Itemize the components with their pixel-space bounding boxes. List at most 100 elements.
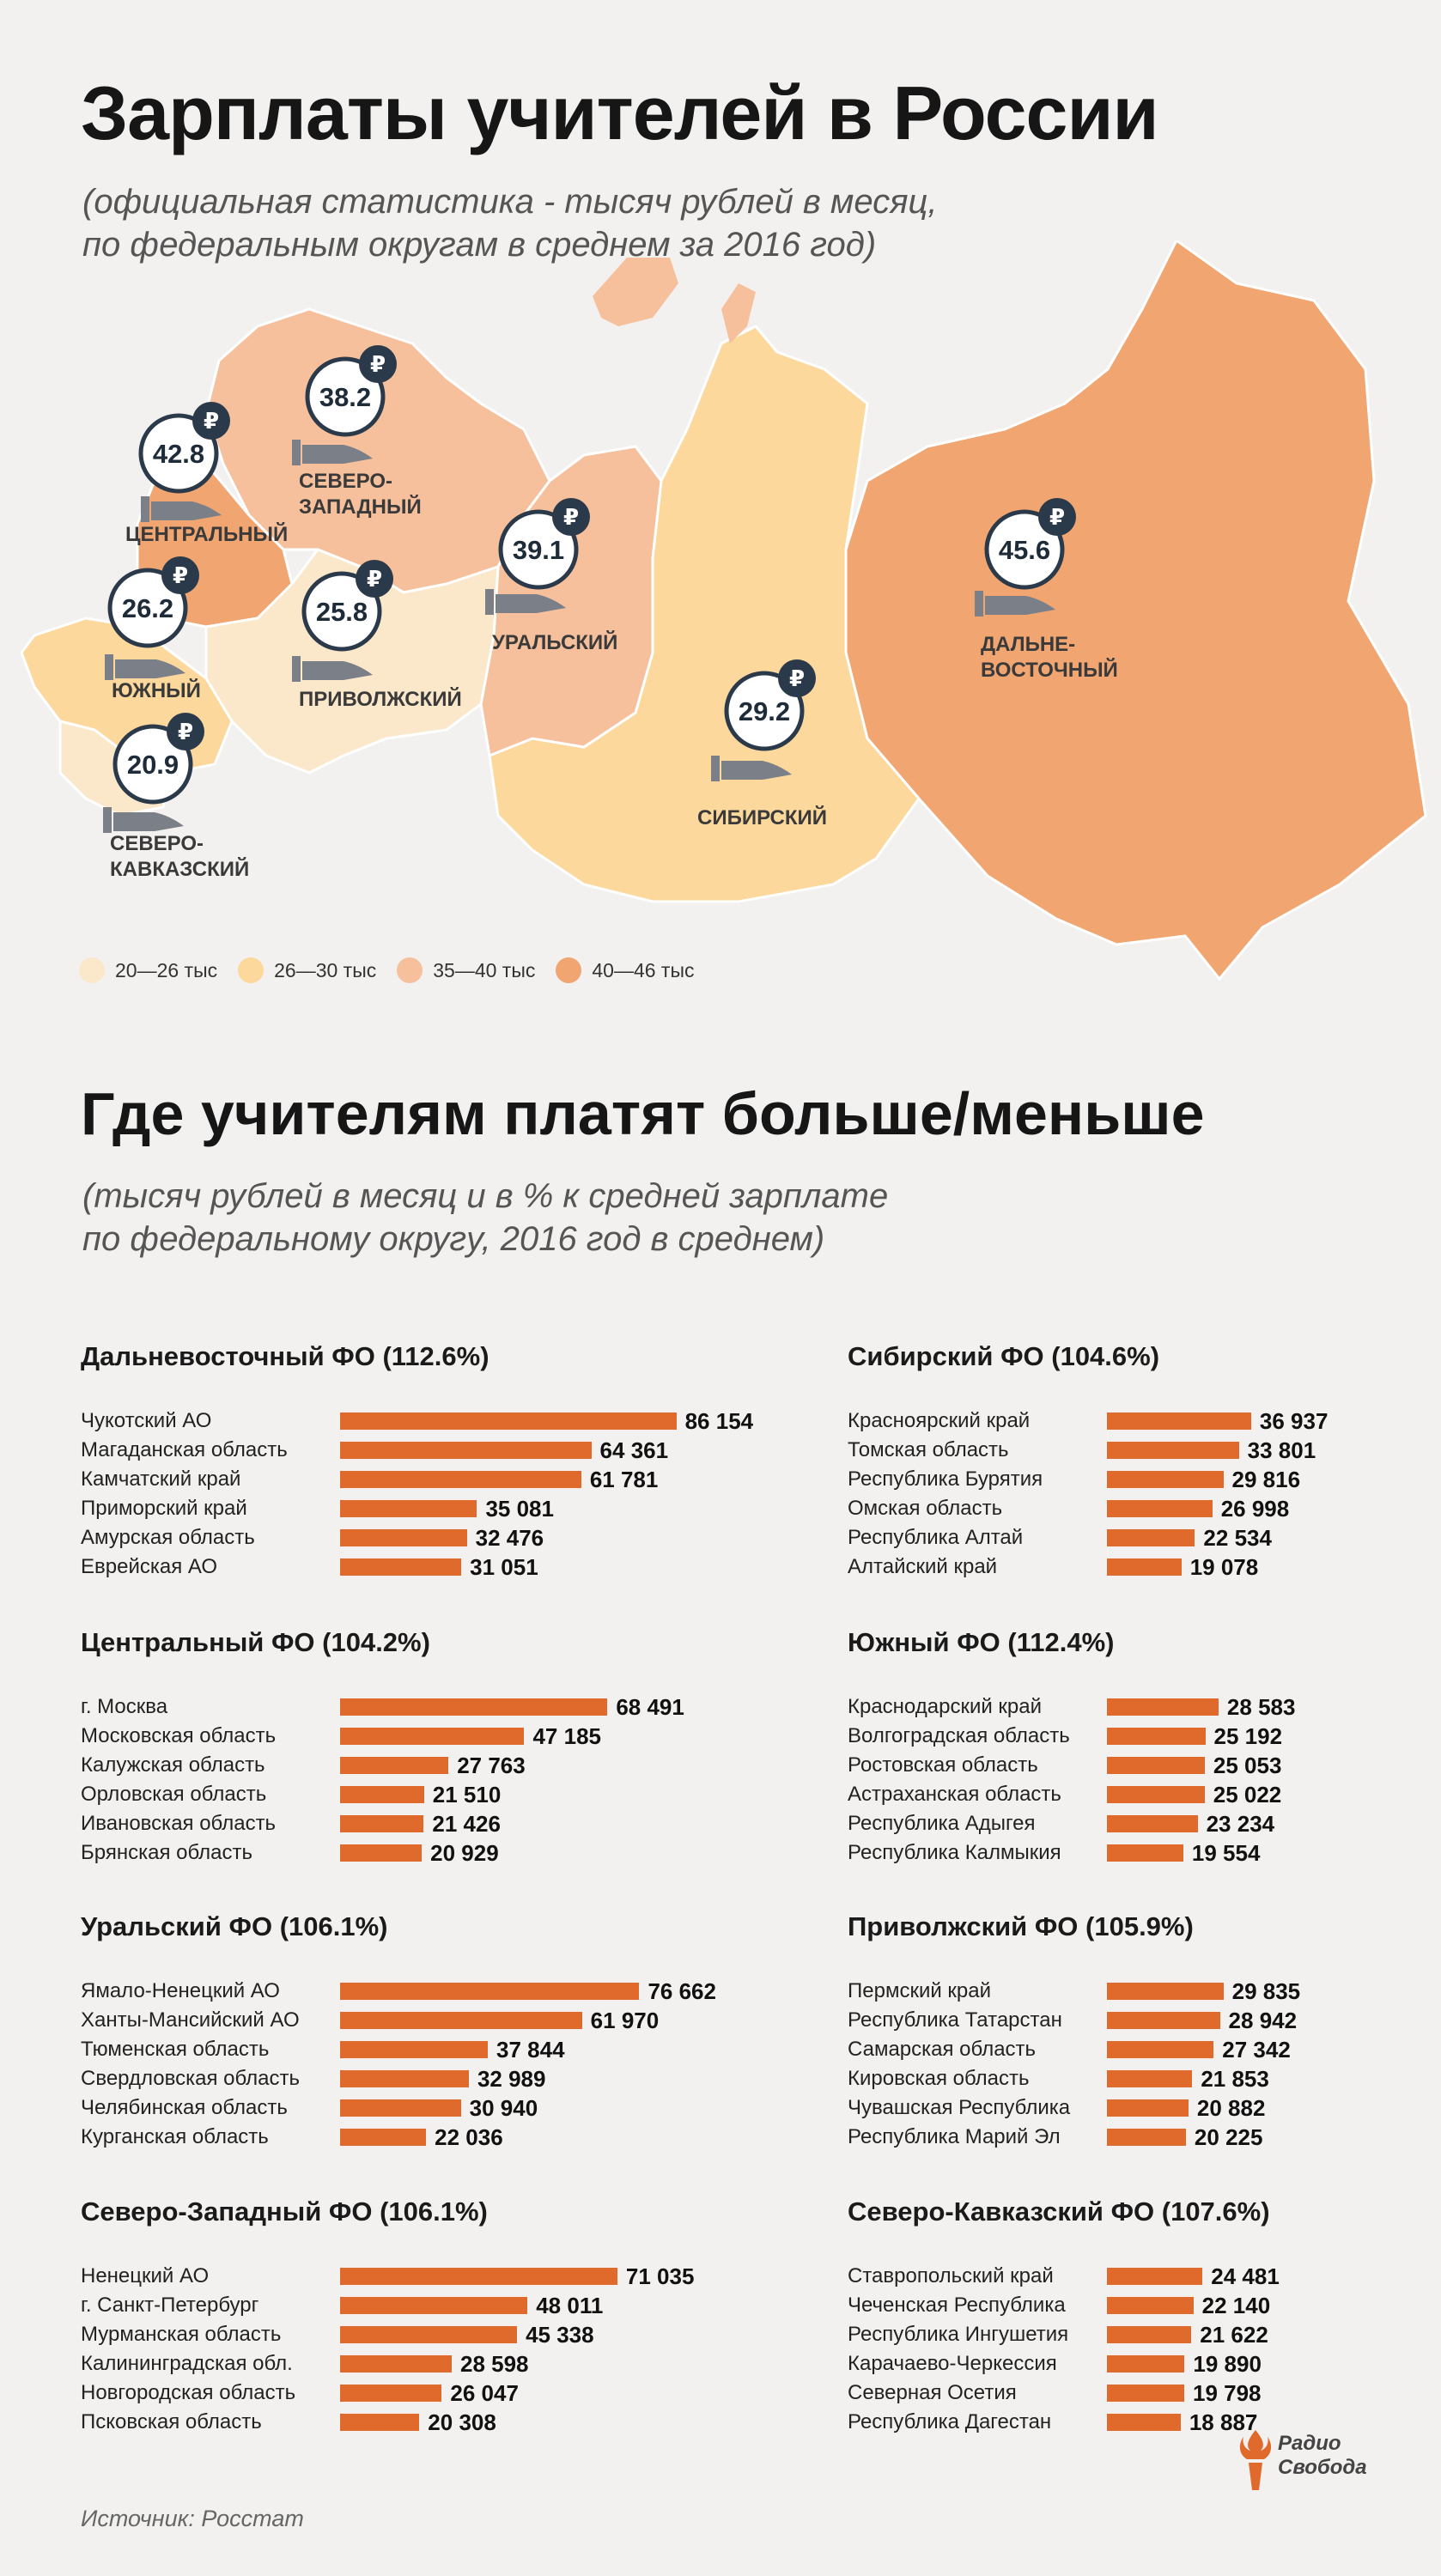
bar-row: Свердловская область 32 989 (81, 2064, 785, 2093)
bar-row: Омская область 26 998 (848, 1494, 1441, 1523)
bar (340, 2385, 442, 2402)
ruble-icon (1038, 498, 1076, 536)
bar-value-label: 36 937 (1259, 1408, 1329, 1434)
region-label: СИБИРСКИЙ (697, 805, 827, 829)
value-badge (107, 568, 188, 648)
bar-row: Карачаево-Черкессия 19 890 (848, 2349, 1441, 2379)
region-label: ЗАПАДНЫЙ (299, 495, 422, 519)
bar (340, 1442, 592, 1459)
bar-value-label: 19 078 (1189, 1554, 1259, 1580)
subtitle-line-1: (официальная статистика - тысяч рублей в… (82, 183, 938, 221)
bar-panel: Приволжский ФО (105.9%) Пермский край 29 8… (848, 1910, 1441, 2159)
bar-category-label: Карачаево-Черкессия (848, 2352, 1057, 2375)
bar-value-label: 25 022 (1213, 1782, 1282, 1807)
bar-value-label: 26 998 (1220, 1496, 1290, 1522)
region-value: 25.8 (316, 597, 368, 627)
bar (340, 2326, 518, 2343)
legend-swatch (397, 957, 423, 983)
bar-category-label: Тюменская область (81, 2038, 270, 2061)
bar (1107, 1844, 1183, 1862)
bar-category-label: Ненецкий АО (81, 2264, 210, 2287)
bar-category-label: Чукотский АО (81, 1409, 212, 1432)
bar (340, 2414, 420, 2431)
hand-money-icon (141, 496, 222, 522)
panel-title: Северо-Западный ФО (106.1%) (81, 2196, 488, 2227)
bar-row: Республика Калмыкия 19 554 (848, 1838, 1441, 1868)
section-subtitle: (тысяч рублей в месяц и в % к средней за… (82, 1175, 888, 1261)
bar (340, 1471, 581, 1488)
subtitle-line-2: по федеральным округам в среднем за 2016… (82, 226, 877, 264)
bar (1107, 1728, 1206, 1745)
bar-row: Республика Алтай 22 534 (848, 1523, 1441, 1552)
bar-value-label: 33 801 (1247, 1437, 1316, 1463)
bar-category-label: Курганская область (81, 2125, 269, 2148)
hand-money-icon (103, 807, 184, 833)
region-value: 38.2 (319, 382, 371, 412)
bar (340, 2129, 427, 2146)
radio-svoboda-logo: Радио Свобода (1237, 2423, 1374, 2500)
bar-category-label: Северная Осетия (848, 2381, 1017, 2404)
logo-line-1: Радио (1278, 2432, 1341, 2455)
bar-category-label: Брянская область (81, 1841, 252, 1864)
bar-panel: Сибирский ФО (104.6%) Красноярский край 36… (848, 1340, 1441, 1589)
bar-category-label: Мурманская область (81, 2323, 282, 2346)
bar-row: Амурская область 32 476 (81, 1523, 785, 1552)
ruble-glyph: ₽ (204, 409, 219, 434)
hand-money-icon (105, 654, 185, 680)
bar-category-label: Московская область (81, 1724, 277, 1747)
bar (1107, 2129, 1186, 2146)
bar-row: Мурманская область 45 338 (81, 2320, 785, 2349)
bar-panel: Северо-Западный ФО (106.1%) Ненецкий АО 71… (81, 2195, 785, 2444)
bar-row: Камчатский край 61 781 (81, 1465, 785, 1494)
panel-title: Приволжский ФО (105.9%) (848, 1911, 1194, 1941)
bar-value-label: 64 361 (599, 1437, 669, 1463)
region-value: 39.1 (513, 535, 564, 565)
bar-category-label: Кировская область (848, 2067, 1030, 2090)
bar-category-label: Чеченская Республика (848, 2293, 1066, 2317)
bar-row: Республика Дагестан 18 887 (848, 2408, 1441, 2437)
bar-category-label: Краснодарский край (848, 1695, 1043, 1718)
bar (340, 1558, 462, 1576)
bar-panel: Южный ФО (112.4%) Краснодарский край 28 58… (848, 1625, 1441, 1874)
bar-category-label: Псковская область (81, 2410, 262, 2433)
bar-category-label: Омская область (848, 1497, 1003, 1520)
value-badge (305, 356, 386, 437)
region-value: 45.6 (999, 535, 1050, 565)
bar (340, 1844, 423, 1862)
bar (1107, 1757, 1205, 1774)
legend-item: 26—30 тыс (238, 957, 376, 983)
bar-value-label: 19 554 (1191, 1840, 1261, 1866)
bar-value-label: 28 942 (1228, 2008, 1298, 2033)
panel-title: Уральский ФО (106.1%) (81, 1911, 388, 1941)
bar-value-label: 61 970 (590, 2008, 660, 2033)
bar-row: Астраханская область 25 022 (848, 1780, 1441, 1809)
bar (1107, 1698, 1219, 1716)
bar (340, 1983, 640, 2000)
section-subtitle-line-1: (тысяч рублей в месяц и в % к средней за… (82, 1177, 889, 1215)
bar-row: Красноярский край 36 937 (848, 1406, 1441, 1436)
bar-category-label: Республика Татарстан (848, 2008, 1062, 2032)
bar (1107, 1786, 1205, 1803)
legend-label: 35—40 тыс (433, 958, 536, 981)
bar-value-label: 22 036 (435, 2124, 503, 2150)
bar-category-label: Ханты-Мансийский АО (81, 2008, 300, 2032)
bar-category-label: Республика Адыгея (848, 1812, 1036, 1835)
region-label: ЮЖНЫЙ (112, 678, 201, 702)
ruble-glyph: ₽ (563, 505, 579, 531)
panel-title: Южный ФО (112.4%) (848, 1627, 1115, 1657)
bar (1107, 2326, 1192, 2343)
bar-row: Пермский край 29 835 (848, 1977, 1441, 2006)
bar (340, 2041, 489, 2058)
bar-row: Алтайский край 19 078 (848, 1552, 1441, 1582)
value-badge (112, 724, 193, 805)
bar-value-label: 71 035 (625, 2263, 695, 2289)
bar-category-label: Еврейская АО (81, 1555, 218, 1578)
bar-category-label: Калужская область (81, 1753, 265, 1777)
bar (340, 1500, 477, 1517)
legend-swatch (79, 957, 105, 983)
bar-category-label: Пермский край (848, 1979, 992, 2002)
bar (340, 1815, 424, 1832)
value-badge (301, 571, 382, 652)
bar-value-label: 32 476 (475, 1525, 544, 1551)
ruble-icon (167, 713, 204, 750)
